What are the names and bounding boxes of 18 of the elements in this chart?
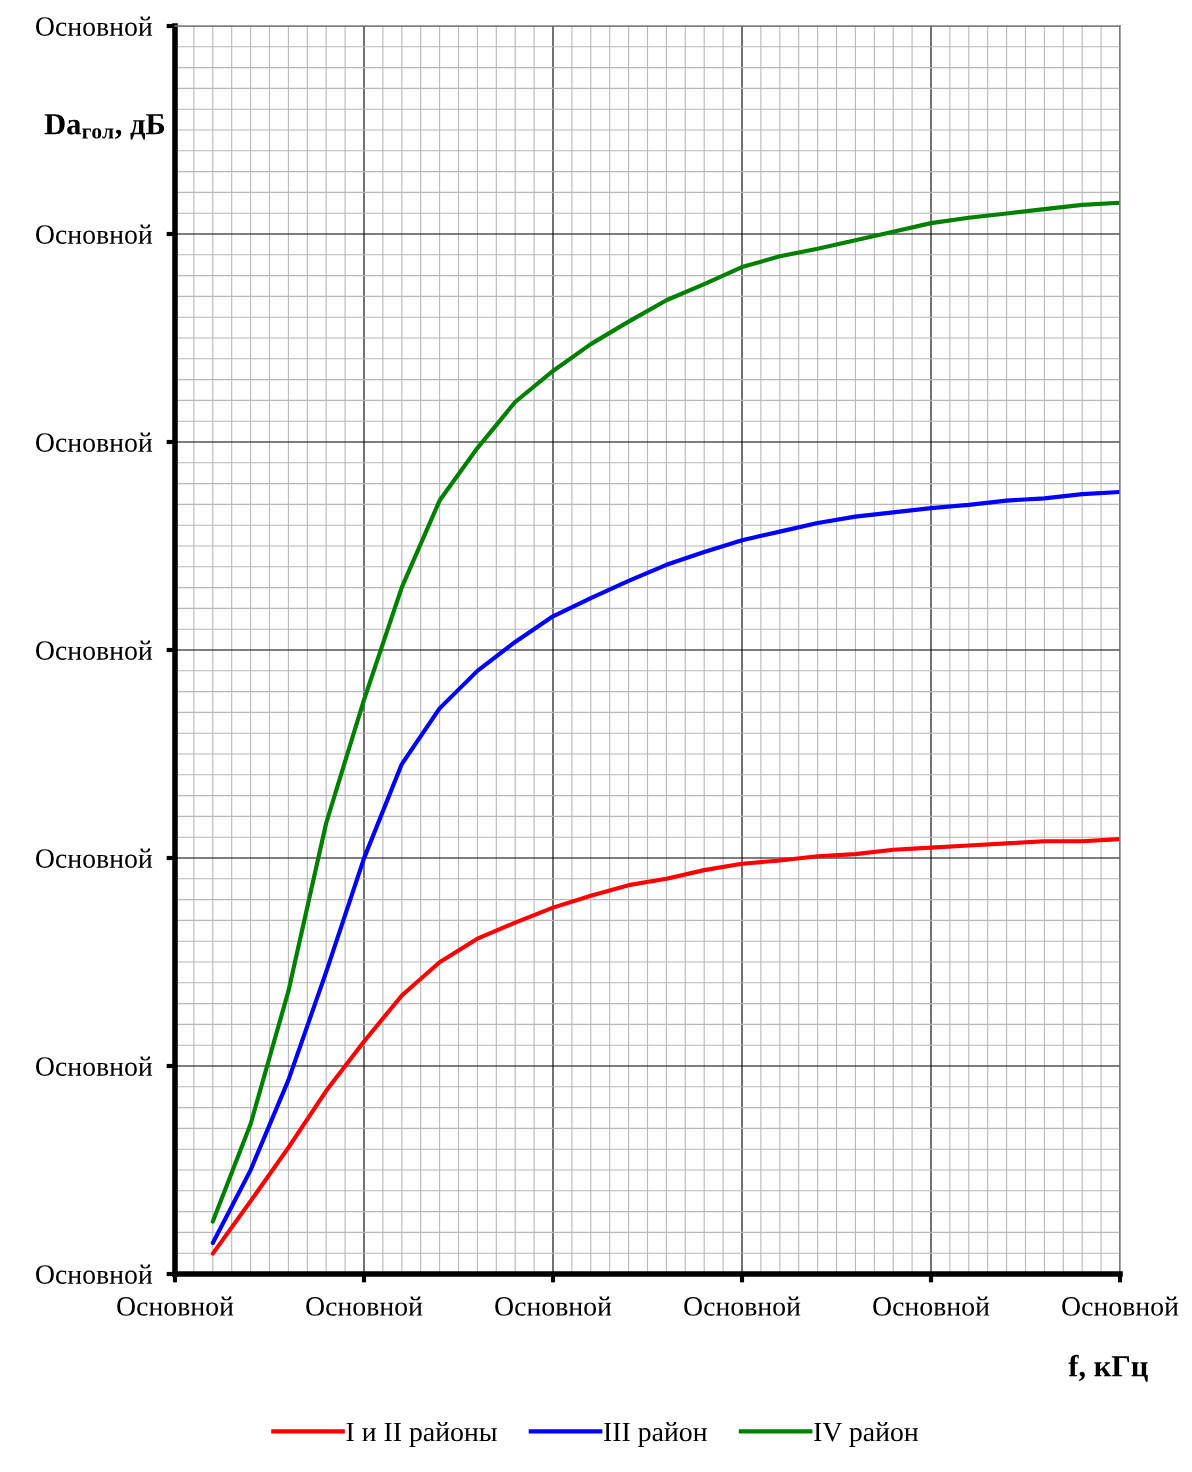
text: Основной: [36, 640, 153, 660]
text: Основной: [36, 224, 153, 244]
text: Основной: [36, 432, 153, 452]
text: Основной: [36, 16, 153, 36]
legend-label: IV район: [814, 1422, 919, 1447]
x-tick-label: Основной: [684, 1296, 801, 1316]
text: Основной: [36, 1264, 153, 1284]
x-tick-label: Основной: [1062, 1296, 1179, 1316]
y-axis-title: Da$_{гол}$, дБ: [44, 114, 165, 140]
legend-label: I и II районы: [346, 1422, 497, 1447]
text: Основной: [36, 848, 153, 868]
x-tick-label: Основной: [873, 1296, 990, 1316]
x-tick-label: Основной: [306, 1296, 423, 1316]
x-axis-title: f, кГц: [1068, 1354, 1148, 1382]
x-tick-label: Основной: [117, 1296, 234, 1316]
x-tick-label: Основной: [495, 1296, 612, 1316]
legend-label: III район: [604, 1422, 707, 1447]
text: Основной: [36, 1056, 153, 1076]
